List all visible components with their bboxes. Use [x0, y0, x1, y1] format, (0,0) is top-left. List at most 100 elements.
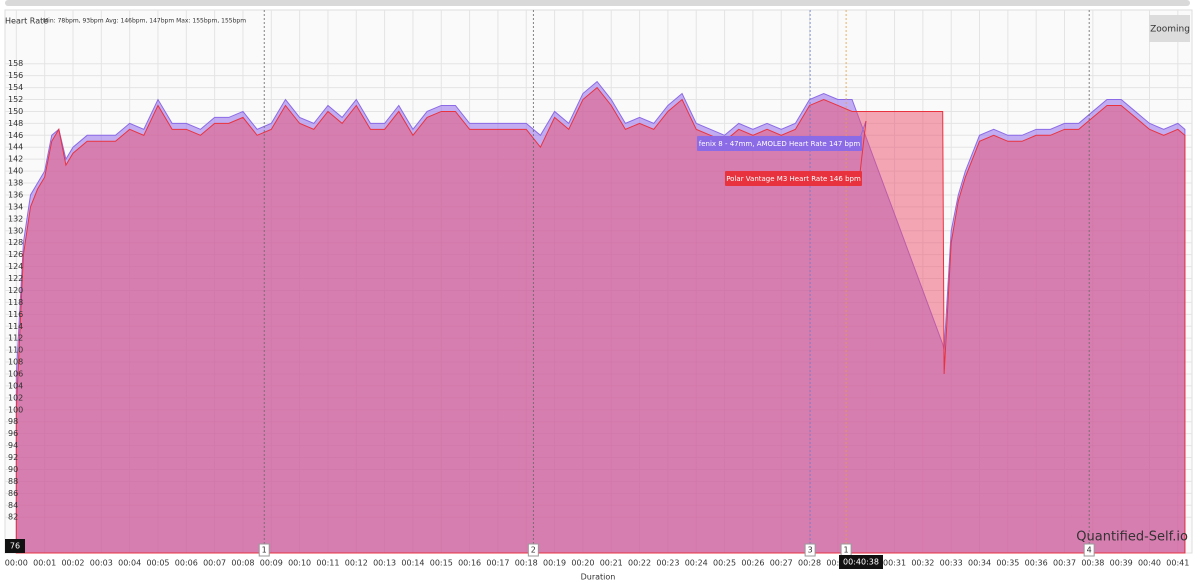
tooltip-box [725, 171, 862, 186]
x-tick-label: 00:03 [90, 559, 113, 568]
x-tick-label: 00:18 [515, 559, 538, 568]
lap-label: 4 [1087, 546, 1092, 555]
x-tick-label: 00:36 [1025, 559, 1048, 568]
x-tick-label: 00:33 [940, 559, 963, 568]
y-tick-label: 90 [8, 465, 18, 474]
x-tick-label: 00:29 [826, 559, 849, 568]
x-tick-label: 00:09 [260, 559, 283, 568]
y-tick-label: 92 [8, 453, 18, 462]
cursor-x-box [839, 555, 883, 569]
x-tick-label: 00:05 [146, 559, 169, 568]
y-tick-label: 132 [8, 214, 23, 223]
y-tick-label: 122 [8, 274, 23, 283]
y-tick-label: 146 [8, 131, 23, 140]
x-tick-label: 00:41 [1166, 559, 1189, 568]
y-tick-label: 100 [8, 405, 23, 414]
x-tick-label: 00:26 [741, 559, 764, 568]
y-tick-label: 104 [8, 381, 23, 390]
lap-box [804, 543, 816, 557]
y-tick-label: 110 [8, 346, 23, 355]
watermark: Quantified-Self.io [1076, 530, 1188, 545]
y-tick-label: 116 [8, 310, 23, 319]
x-tick-label: 00:00 [5, 559, 28, 568]
x-tick-label: 00:31 [883, 559, 906, 568]
x-tick-label: 00:06 [175, 559, 198, 568]
x-tick-label: 00:19 [543, 559, 566, 568]
y-tick-label: 128 [8, 238, 23, 247]
tooltip-label: fenix 8 - 47mm, AMOLED Heart Rate 147 bp… [699, 140, 861, 148]
x-tick-label: 00:12 [345, 559, 368, 568]
tooltip-label: Polar Vantage M3 Heart Rate 146 bpm [726, 175, 861, 183]
tooltip-box [697, 136, 862, 151]
tooltip-pointer [859, 120, 867, 174]
y-tick-label: 152 [8, 95, 23, 104]
x-tick-label: 00:22 [628, 559, 651, 568]
x-axis-title: Duration [581, 573, 616, 582]
y-tick-label: 156 [8, 71, 23, 80]
x-tick-label: 00:17 [486, 559, 509, 568]
x-tick-label: 00:35 [996, 559, 1019, 568]
x-tick-label: 00:04 [118, 559, 141, 568]
x-tick-label: 00:10 [288, 559, 311, 568]
chart-subtitle: Min: 78bpm, 93bpm Avg: 146bpm, 147bpm Ma… [43, 18, 246, 25]
y-tick-label: 108 [8, 358, 23, 367]
x-tick-label: 00:14 [401, 559, 424, 568]
x-tick-label: 00:13 [373, 559, 396, 568]
y-tick-label: 150 [8, 107, 23, 116]
x-tick-label: 00:37 [1053, 559, 1076, 568]
lap-box [1083, 543, 1095, 557]
y-tick-label: 98 [8, 417, 18, 426]
y-tick-label: 118 [8, 298, 23, 307]
x-tick-label: 00:28 [798, 559, 821, 568]
y-tick-label: 134 [8, 202, 23, 211]
y-tick-label: 112 [8, 334, 23, 343]
x-tick-label: 00:38 [1081, 559, 1104, 568]
x-tick-label: 00:07 [203, 559, 226, 568]
scrollbar[interactable] [5, 0, 1190, 6]
y-tick-label: 84 [8, 501, 18, 510]
y-tick-label: 140 [8, 167, 23, 176]
x-tick-label: 00:27 [770, 559, 793, 568]
x-tick-label: 00:20 [571, 559, 594, 568]
x-tick-label: 00:32 [911, 559, 934, 568]
cursor-x-label: 00:40:38 [843, 558, 879, 567]
y-tick-label: 126 [8, 250, 23, 259]
lap-box [527, 543, 539, 557]
y-tick-label: 158 [8, 59, 23, 68]
y-tick-label: 96 [8, 429, 18, 438]
y-tick-label: 88 [8, 477, 18, 486]
lap-label: 2 [531, 546, 536, 555]
lap-label: 3 [808, 546, 813, 555]
x-tick-label: 00:40 [1138, 559, 1161, 568]
y-tick-label: 106 [8, 369, 23, 378]
x-tick-label: 00:08 [231, 559, 254, 568]
lap-box [258, 543, 270, 557]
lap-label: 1 [844, 546, 849, 555]
x-tick-label: 00:24 [685, 559, 708, 568]
x-tick-label: 00:11 [316, 559, 339, 568]
y-tick-label: 136 [8, 190, 23, 199]
lap-label: 1 [262, 546, 267, 555]
tooltip-pointer [859, 120, 867, 139]
x-tick-label: 00:39 [1110, 559, 1133, 568]
x-tick-label: 00:15 [430, 559, 453, 568]
zoom-button-label[interactable]: Zooming [1150, 25, 1190, 35]
y-tick-label: 154 [8, 83, 23, 92]
y-tick-label: 148 [8, 119, 23, 128]
series-area [15, 86, 1186, 554]
y-tick-label: 102 [8, 393, 23, 402]
x-tick-label: 00:02 [61, 559, 84, 568]
y-tick-label: 142 [8, 155, 23, 164]
x-tick-label: 00:25 [713, 559, 736, 568]
y-tick-label: 114 [8, 322, 23, 331]
y-tick-label: 124 [8, 262, 23, 271]
cursor-y-label: 76 [10, 542, 20, 551]
y-tick-label: 120 [8, 286, 23, 295]
y-tick-label: 94 [8, 441, 18, 450]
x-tick-label: 00:34 [968, 559, 991, 568]
x-tick-label: 00:16 [458, 559, 481, 568]
y-tick-label: 130 [8, 226, 23, 235]
zoom-button[interactable] [1149, 15, 1190, 42]
x-tick-label: 00:01 [33, 559, 56, 568]
